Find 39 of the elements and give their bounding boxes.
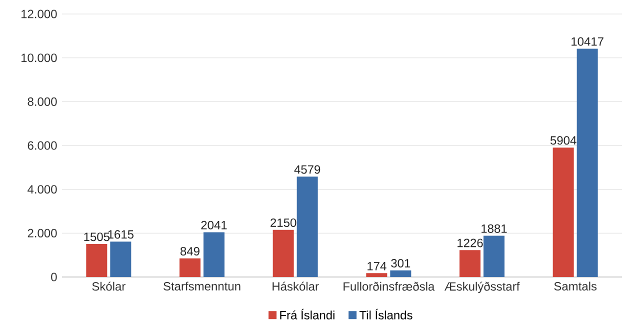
bar — [86, 244, 108, 277]
x-tick-label: Fullorðinsfræðsla — [344, 282, 435, 291]
legend-label: Frá Íslandi — [280, 308, 334, 320]
x-tick-label: Skólar — [92, 282, 126, 291]
data-label: 1881 — [482, 224, 507, 233]
bar — [576, 48, 598, 277]
data-label: 10417 — [572, 37, 604, 46]
x-tick-label: Starfsmenntun — [164, 282, 240, 291]
bar — [110, 242, 132, 277]
data-label: 5904 — [550, 136, 576, 145]
bar — [460, 250, 480, 277]
bar — [552, 148, 574, 277]
data-label: 301 — [391, 258, 410, 268]
legend-label: Til Íslands — [359, 308, 412, 320]
data-label: 849 — [180, 246, 200, 256]
bar — [180, 258, 201, 277]
data-label: 2150 — [270, 218, 296, 227]
y-tick-label: 0 — [51, 272, 57, 282]
data-label: 1615 — [108, 230, 134, 239]
y-tick-label: 4.000 — [28, 185, 57, 194]
bar — [272, 230, 294, 277]
y-tick-label: 8.000 — [28, 97, 57, 106]
y-tick-label: 10.000 — [22, 54, 57, 62]
x-tick-label: Æskulýðsstarf — [444, 282, 520, 294]
bar — [390, 270, 412, 277]
data-label: 1226 — [458, 238, 483, 248]
y-tick-label: 2.000 — [28, 228, 57, 238]
bar — [296, 176, 318, 277]
data-label: 1505 — [84, 232, 110, 242]
data-label: 174 — [368, 262, 386, 270]
data-label: 2041 — [201, 220, 227, 230]
y-tick-label: 6.000 — [28, 141, 57, 150]
bar — [204, 232, 224, 277]
bar — [484, 236, 505, 277]
data-label: 4579 — [294, 165, 320, 174]
bar — [366, 273, 388, 277]
x-tick-label: Háskólar — [272, 282, 319, 291]
x-tick-label: Samtals — [554, 282, 597, 291]
y-tick-label: 12.000 — [22, 10, 57, 18]
